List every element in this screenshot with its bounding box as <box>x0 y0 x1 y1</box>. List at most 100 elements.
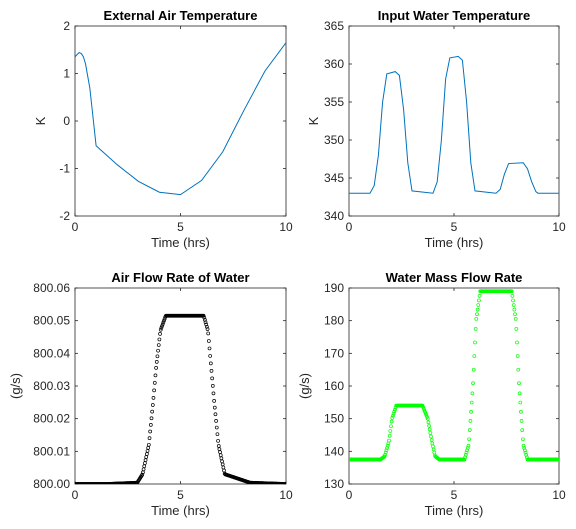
data-point <box>392 409 397 414</box>
data-point <box>468 419 473 423</box>
y-tick-label: 2 <box>63 19 70 33</box>
x-tick-label: 10 <box>552 488 566 502</box>
data-point <box>462 457 467 462</box>
data-point <box>429 438 434 442</box>
data-point <box>509 289 514 294</box>
x-tick-label: 10 <box>552 220 566 234</box>
data-point <box>514 326 519 331</box>
data-point <box>214 419 218 423</box>
data-point <box>140 472 145 477</box>
data-point <box>206 331 211 336</box>
y-tick-label: 365 <box>324 19 344 33</box>
data-point <box>513 316 518 321</box>
data-point <box>213 412 218 417</box>
x-axis-label: Time (hrs) <box>425 235 484 250</box>
series-line <box>75 42 286 196</box>
data-point <box>385 443 390 448</box>
y-tick-label: 800.00 <box>33 477 70 491</box>
data-point <box>517 391 522 396</box>
series-line <box>349 55 559 194</box>
x-tick-label: 10 <box>279 220 293 234</box>
data-point <box>427 423 431 428</box>
data-point <box>524 453 529 457</box>
x-tick-label: 10 <box>279 488 293 502</box>
data-point <box>475 312 479 317</box>
data-point <box>471 367 476 372</box>
x-axis-label: Time (hrs) <box>425 503 484 518</box>
chart-1: External Air Temperature 0 5 10 -2 -1 0 1 2 Time … <box>33 8 293 250</box>
y-axis-label: K <box>306 116 321 125</box>
data-point <box>383 450 388 455</box>
data-point <box>390 416 395 420</box>
data-point <box>147 442 151 447</box>
y-tick-label: 355 <box>324 95 344 109</box>
data-point <box>159 326 164 330</box>
data-point <box>391 413 395 418</box>
data-point <box>387 433 392 438</box>
data-point <box>473 340 477 345</box>
data-point <box>511 298 515 303</box>
data-point <box>516 367 521 372</box>
x-tick-label: 0 <box>346 488 353 502</box>
data-point <box>520 428 525 432</box>
data-point <box>521 437 525 442</box>
data-point <box>211 391 216 396</box>
y-tick-label: 345 <box>324 171 344 185</box>
x-tick-label: 5 <box>177 488 184 502</box>
data-point <box>383 453 387 457</box>
data-point <box>158 331 162 336</box>
series <box>75 42 286 196</box>
data-point <box>148 423 153 427</box>
y-tick-label: 150 <box>324 412 344 426</box>
y-tick-label: 800.01 <box>33 444 70 458</box>
data-point <box>154 366 158 370</box>
data-point <box>147 436 152 441</box>
y-axis-label: (g/s) <box>8 373 23 399</box>
y-tick-label: 1 <box>63 67 70 81</box>
data-point <box>203 320 208 325</box>
data-point <box>476 303 481 307</box>
data-point <box>208 354 213 358</box>
data-point <box>216 438 220 443</box>
data-point <box>158 327 163 332</box>
data-point <box>388 429 393 433</box>
y-tick-label: -1 <box>59 162 70 176</box>
data-point <box>557 457 559 462</box>
data-point <box>152 388 156 393</box>
data-point <box>387 438 391 443</box>
data-point <box>155 354 160 359</box>
x-axis-label: Time (hrs) <box>151 503 210 518</box>
data-point <box>475 307 480 312</box>
y-tick-label: 360 <box>324 57 344 71</box>
data-point <box>391 411 396 416</box>
data-point <box>463 453 468 457</box>
data-point <box>389 419 394 424</box>
x-tick-label: 5 <box>451 220 458 234</box>
data-point <box>205 324 209 329</box>
data-point <box>156 343 161 347</box>
data-point <box>148 429 153 434</box>
data-point <box>473 326 478 331</box>
data-point <box>152 381 157 385</box>
data-point <box>518 400 523 405</box>
chart-title: Air Flow Rate of Water <box>111 270 249 285</box>
data-point <box>517 381 521 386</box>
y-tick-label: 800.04 <box>33 346 70 360</box>
data-point <box>205 327 210 331</box>
chart-title: Water Mass Flow Rate <box>386 270 523 285</box>
data-point <box>160 322 165 327</box>
data-point <box>426 420 431 425</box>
data-point <box>463 455 468 460</box>
x-tick-label: 0 <box>72 220 79 234</box>
data-point <box>472 354 477 358</box>
data-point <box>209 369 214 373</box>
y-tick-label: -2 <box>59 209 70 223</box>
data-point <box>215 432 220 437</box>
data-point <box>510 294 515 298</box>
data-point <box>477 298 481 303</box>
y-tick-label: 800.06 <box>33 281 70 295</box>
data-point <box>465 446 470 450</box>
data-point <box>522 446 527 450</box>
data-point <box>523 448 527 453</box>
